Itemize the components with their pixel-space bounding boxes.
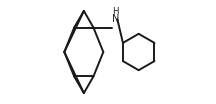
Text: N: N bbox=[112, 14, 119, 24]
Text: H: H bbox=[112, 7, 119, 16]
